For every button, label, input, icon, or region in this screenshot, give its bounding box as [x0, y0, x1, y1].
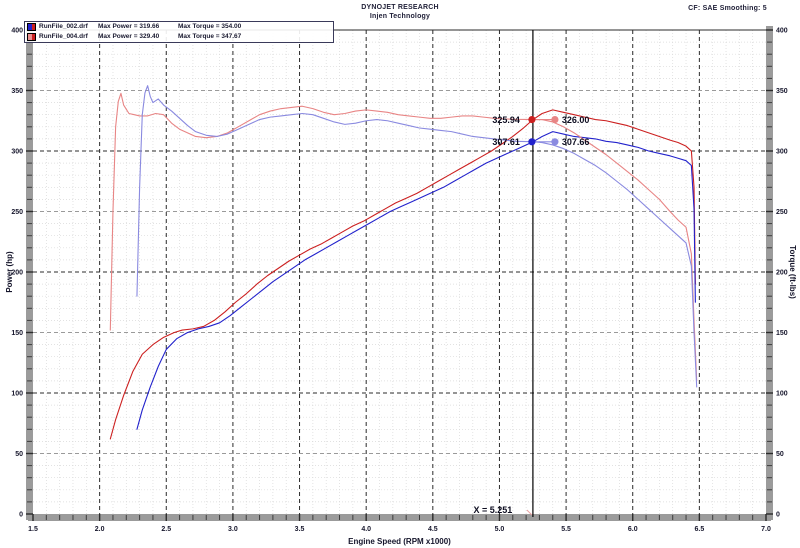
- cursor-readout-value: 307.61: [492, 137, 520, 147]
- legend-max-power: Max Power = 329.40: [98, 33, 160, 40]
- legend-swatch: [27, 23, 36, 31]
- x-tick-label: 6.0: [628, 526, 638, 533]
- y-left-axis-title: Power (hp): [5, 251, 14, 293]
- x-tick-label: 2.0: [95, 526, 105, 533]
- x-tick-label: 2.5: [161, 526, 171, 533]
- y-right-tick-label: 400: [776, 28, 788, 35]
- legend-max-torque: Max Torque = 354.00: [178, 23, 242, 30]
- x-tick-label: 7.0: [761, 526, 771, 533]
- y-left-tick-label: 0: [19, 512, 23, 519]
- y-left-tick-label: 300: [11, 149, 23, 156]
- y-right-tick-label: 250: [776, 209, 788, 216]
- y-right-tick-label: 0: [776, 512, 780, 519]
- cursor-readout-dot[interactable]: [528, 115, 536, 124]
- legend-max-power: Max Power = 319.66: [98, 23, 160, 30]
- y-right-tick-label: 50: [776, 451, 784, 458]
- y-left-tick-label: 50: [15, 451, 23, 458]
- y-right-tick-label: 150: [776, 330, 788, 337]
- y-right-axis-title: Torque (ft-lbs): [788, 245, 797, 299]
- cursor-x-value: X = 5.251: [474, 505, 513, 515]
- y-right-tick-label: 100: [776, 391, 788, 398]
- x-tick-label: 3.5: [295, 526, 305, 533]
- x-tick-label: 4.5: [428, 526, 438, 533]
- y-right-tick-label: 300: [776, 149, 788, 156]
- x-tick-label: 3.0: [228, 526, 238, 533]
- x-tick-label: 5.0: [495, 526, 505, 533]
- legend-file-name: RunFile_004.drf: [39, 33, 88, 40]
- cursor-readout-dot[interactable]: [551, 138, 559, 146]
- chart-subtitle: Injen Technology: [369, 13, 431, 20]
- grid-major: [33, 30, 766, 514]
- axis-titles: Power (hp) Torque (ft-lbs) Engine Speed (R…: [5, 245, 797, 546]
- axis-bars: [26, 26, 773, 521]
- cursor-x-label[interactable]: X = 5.251: [474, 505, 533, 516]
- y-left-tick-label: 350: [11, 88, 23, 95]
- axis-tick-labels: 0 50 100 150 200 250 300 350 400 0 50 100 150 200 250 3…: [11, 28, 787, 533]
- legend-max-torque: Max Torque = 347.67: [178, 33, 242, 40]
- y-left-tick-label: 250: [11, 209, 23, 216]
- y-left-tick-label: 150: [11, 330, 23, 337]
- cursor-readouts[interactable]: 325.94 326.00 307.61 307.66: [492, 115, 589, 147]
- y-right-tick-label: 350: [776, 88, 788, 95]
- legend-swatch: [27, 33, 36, 41]
- y-right-tick-label: 200: [776, 270, 788, 277]
- x-tick-label: 1.5: [28, 526, 38, 533]
- cursor-readout-value: 326.00: [562, 115, 590, 125]
- legend-row[interactable]: RunFile_002.drf Max Power = 319.66 Max T…: [26, 22, 334, 32]
- x-axis-title: Engine Speed (RPM x1000): [348, 537, 451, 546]
- legend-row[interactable]: RunFile_004.drf Max Power = 329.40 Max T…: [26, 32, 334, 42]
- series-line[interactable]: [109, 109, 696, 440]
- cursor-readout-value: 325.94: [492, 115, 520, 125]
- legend-file-name: RunFile_002.drf: [39, 23, 88, 30]
- data-series[interactable]: [109, 85, 698, 440]
- series-line[interactable]: [136, 131, 696, 430]
- axis-ticks: [26, 29, 773, 521]
- cursor-readout-dot[interactable]: [528, 138, 536, 146]
- x-tick-label: 5.5: [561, 526, 571, 533]
- legend: RunFile_002.drf Max Power = 319.66 Max T…: [24, 21, 334, 43]
- y-left-tick-label: 100: [11, 391, 23, 398]
- cursor-readout-dot[interactable]: [551, 115, 559, 124]
- cursor-readout-value: 307.66: [562, 137, 590, 147]
- x-tick-label: 6.5: [694, 526, 704, 533]
- series-line[interactable]: [109, 92, 698, 382]
- series-line[interactable]: [136, 85, 698, 388]
- y-left-tick-label: 400: [11, 28, 23, 35]
- correction-factor-label: CF: SAE Smoothing: 5: [688, 5, 767, 12]
- chart-title: DYNOJET RESEARCH: [361, 4, 439, 11]
- x-tick-label: 4.0: [361, 526, 371, 533]
- y-left-tick-label: 200: [11, 270, 23, 277]
